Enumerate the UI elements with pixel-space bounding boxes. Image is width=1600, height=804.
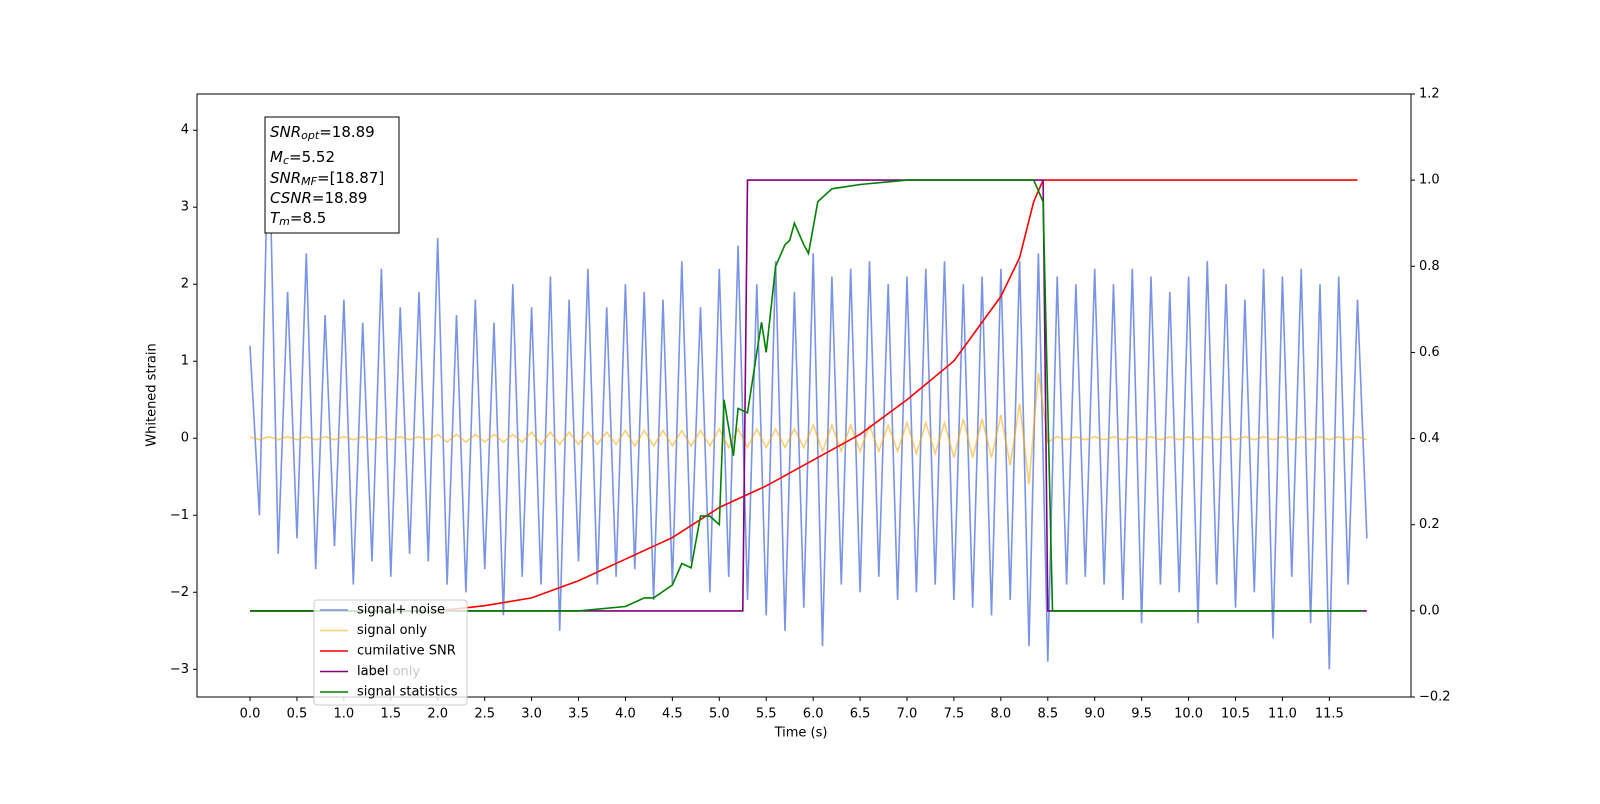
annotation-text: =18.89 bbox=[312, 189, 368, 207]
x-tick-label: 10.5 bbox=[1221, 707, 1250, 722]
x-tick-label: 0.0 bbox=[240, 707, 261, 722]
y-tick-label: 3 bbox=[181, 200, 189, 215]
x-tick-label: 4.0 bbox=[615, 707, 636, 722]
x-tick-label: 11.5 bbox=[1315, 707, 1344, 722]
plot-frame bbox=[196, 93, 1412, 698]
legend-label: signal+ noise bbox=[357, 603, 445, 618]
annotation-symbol: CSNR bbox=[270, 189, 312, 207]
y2-tick-label: 0.0 bbox=[1419, 603, 1440, 618]
annotation-text: =5.52 bbox=[289, 148, 335, 166]
x-tick-label: 3.0 bbox=[521, 707, 542, 722]
series-line bbox=[249, 372, 1368, 485]
legend-box bbox=[313, 599, 468, 706]
y2-tick-label: 1.2 bbox=[1419, 87, 1440, 102]
annotation-line: Mc=5.52 bbox=[270, 148, 335, 168]
x-tick-label: 7.5 bbox=[944, 707, 965, 722]
x-tick-label: 2.5 bbox=[474, 707, 495, 722]
x-tick-label: 5.5 bbox=[756, 707, 777, 722]
x-tick-label: 6.5 bbox=[850, 707, 871, 722]
legend-label: signal statistics bbox=[357, 685, 458, 700]
y2-tick-label: 0.6 bbox=[1419, 345, 1440, 360]
annotation-sub: c bbox=[283, 154, 289, 167]
x-tick-label: 9.5 bbox=[1131, 707, 1152, 722]
y-tick-label: −2 bbox=[170, 585, 189, 600]
annotation-line: SNRMF=[18.87] bbox=[270, 169, 384, 189]
annotation-text: =18.89 bbox=[319, 123, 375, 141]
y-tick-label: 4 bbox=[181, 123, 189, 138]
annotation-sub: MF bbox=[301, 175, 317, 188]
x-tick-label: 7.0 bbox=[897, 707, 918, 722]
x-tick-label: 6.0 bbox=[803, 707, 824, 722]
annotation-symbol: SNR bbox=[270, 123, 301, 141]
annotation-text: =[18.87] bbox=[317, 169, 384, 187]
legend-extra: label only bbox=[357, 665, 420, 680]
y2-tick-label: −0.2 bbox=[1419, 690, 1451, 705]
annotation-line: CSNR=18.89 bbox=[270, 189, 367, 207]
y2-tick-label: 0.8 bbox=[1419, 259, 1440, 274]
y-tick-label: 0 bbox=[181, 431, 189, 446]
annotation-symbol: SNR bbox=[270, 169, 301, 187]
y2-tick-label: 0.2 bbox=[1419, 517, 1440, 532]
x-tick-label: 8.5 bbox=[1037, 707, 1058, 722]
annotation-sub: m bbox=[279, 215, 290, 228]
y2-tick-label: 0.4 bbox=[1419, 431, 1440, 446]
annotation-text: =8.5 bbox=[290, 209, 326, 227]
x-tick-label: 5.0 bbox=[709, 707, 730, 722]
x-tick-label: 4.5 bbox=[662, 707, 683, 722]
legend-label: cumilative SNR bbox=[357, 644, 456, 659]
series-line bbox=[249, 122, 1368, 670]
x-tick-label: 0.5 bbox=[287, 707, 308, 722]
x-tick-label: 10.0 bbox=[1174, 707, 1203, 722]
y-tick-label: 1 bbox=[181, 354, 189, 369]
x-tick-label: 9.0 bbox=[1084, 707, 1105, 722]
legend-label: signal only bbox=[357, 623, 427, 638]
y-tick-label: −3 bbox=[170, 662, 189, 677]
y2-tick-label: 1.0 bbox=[1419, 173, 1440, 188]
x-tick-label: 1.0 bbox=[334, 707, 355, 722]
y-tick-label: −1 bbox=[170, 508, 189, 523]
annotation-sub: opt bbox=[301, 129, 320, 142]
x-axis-label: Time (s) bbox=[774, 726, 828, 741]
annotation-line: Tm=8.5 bbox=[270, 209, 326, 229]
y-axis-label: Whitened strain bbox=[145, 343, 160, 446]
legend-label: label bbox=[357, 664, 388, 679]
y-tick-label: 2 bbox=[181, 277, 189, 292]
x-tick-label: 3.5 bbox=[568, 707, 589, 722]
annotation-box bbox=[264, 116, 400, 234]
x-tick-label: 11.0 bbox=[1268, 707, 1297, 722]
x-tick-label: 2.0 bbox=[427, 707, 448, 722]
x-tick-label: 1.5 bbox=[380, 707, 401, 722]
series-line bbox=[250, 179, 1358, 612]
annotation-symbol: T bbox=[270, 209, 281, 227]
series-line bbox=[250, 179, 1363, 612]
annotation-symbol: M bbox=[270, 148, 283, 166]
annotation-line: SNRopt=18.89 bbox=[270, 123, 375, 143]
x-tick-label: 8.0 bbox=[991, 707, 1012, 722]
